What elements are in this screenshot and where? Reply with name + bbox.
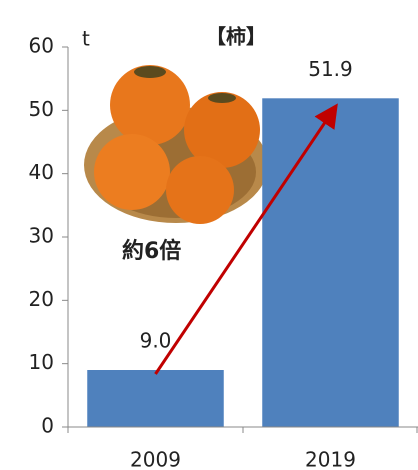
data-label: 9.0 — [140, 329, 172, 353]
bar — [87, 370, 224, 427]
y-tick-label: 50 — [29, 97, 54, 121]
y-tick-label: 30 — [29, 224, 54, 248]
x-tick-label: 2019 — [305, 448, 356, 470]
y-axis-label: t — [82, 27, 90, 51]
data-label: 51.9 — [308, 57, 353, 81]
calyx — [208, 93, 236, 103]
persimmon — [184, 92, 260, 168]
y-tick-label: 40 — [29, 160, 54, 184]
persimmon-photo — [84, 58, 268, 228]
persimmon — [166, 156, 234, 224]
arrow — [154, 103, 338, 375]
annotation: 約6倍 — [122, 238, 181, 264]
chart-title: 【柿】 — [206, 25, 266, 49]
x-tick-label: 2009 — [130, 448, 181, 470]
persimmon — [94, 134, 170, 210]
y-tick-label: 0 — [41, 414, 54, 438]
y-tick-label: 10 — [29, 350, 54, 374]
y-tick-label: 20 — [29, 287, 54, 311]
calyx — [134, 66, 166, 78]
persimmon — [110, 65, 190, 145]
bar — [262, 98, 399, 428]
y-tick-label: 60 — [29, 34, 54, 58]
